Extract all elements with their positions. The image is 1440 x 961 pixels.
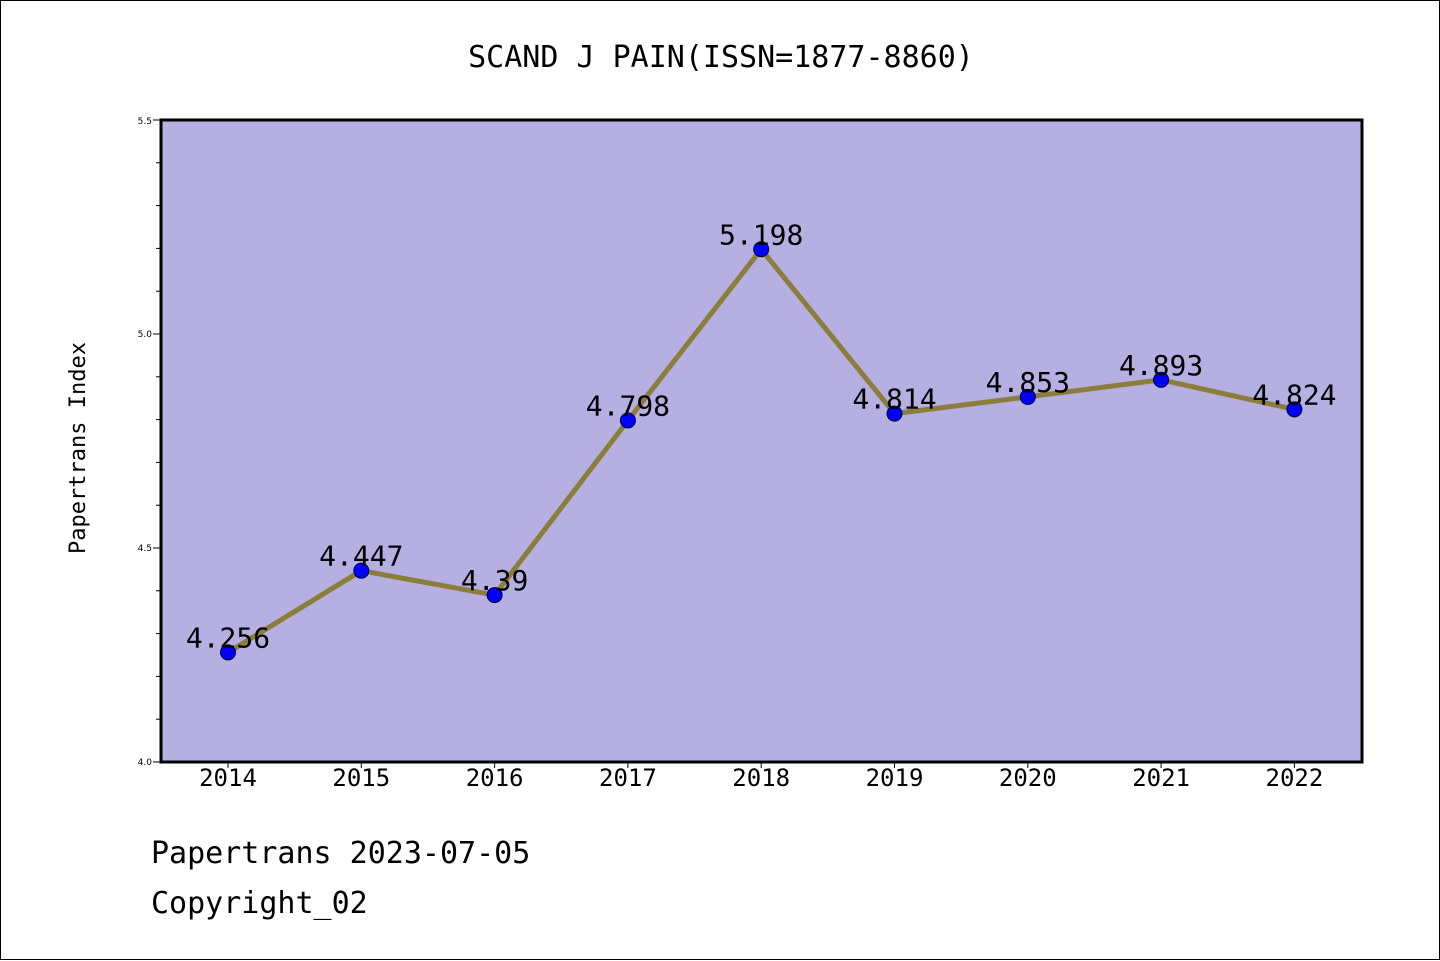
x-tick-label: 2020 (999, 764, 1057, 792)
plot-border (159, 118, 1364, 764)
data-label: 4.853 (986, 366, 1070, 399)
data-label: 4.256 (186, 621, 270, 654)
data-label: 4.893 (1119, 349, 1203, 382)
x-tick-label: 2018 (732, 764, 790, 792)
footer-source-date: Papertrans 2023-07-05 (151, 836, 531, 871)
x-tick-label: 2017 (599, 764, 657, 792)
x-tick-label: 2016 (466, 764, 524, 792)
data-label: 4.39 (461, 564, 528, 597)
plot-area (161, 120, 1362, 762)
data-point (886, 405, 903, 422)
x-tick-label: 2014 (199, 764, 257, 792)
data-point (753, 241, 770, 258)
data-label: 4.824 (1252, 378, 1336, 411)
data-label: 4.447 (319, 540, 403, 573)
data-label: 4.814 (852, 383, 936, 416)
data-point (619, 412, 636, 429)
data-point (1153, 371, 1170, 388)
data-point (220, 644, 236, 661)
data-label: 4.798 (586, 389, 670, 422)
data-point (353, 562, 370, 579)
data-point (1019, 388, 1036, 405)
x-tick-label: 2019 (866, 764, 924, 792)
data-label: 5.198 (719, 218, 803, 251)
x-tick-label: 2022 (1266, 764, 1324, 792)
x-tick-label: 2015 (332, 764, 390, 792)
x-tick-label: 2021 (1132, 764, 1190, 792)
y-tick-label: 4.5 (138, 544, 152, 554)
data-point (486, 587, 503, 604)
data-point (1286, 401, 1303, 418)
y-tick-label: 4.0 (138, 758, 153, 768)
y-axis-label: Papertrans Index (66, 342, 91, 554)
chart-title: SCAND J PAIN(ISSN=1877-8860) (468, 40, 974, 75)
footer-copyright: Copyright_02 (151, 886, 368, 921)
y-tick-label: 5.5 (138, 117, 152, 127)
y-tick-label: 5.0 (138, 330, 153, 340)
